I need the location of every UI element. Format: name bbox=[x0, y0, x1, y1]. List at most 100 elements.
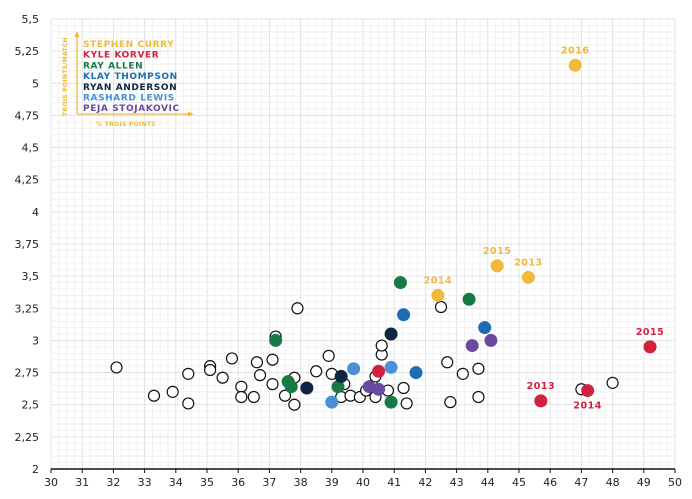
y-tick-label: 2 bbox=[32, 463, 39, 476]
hollow-point bbox=[250, 356, 264, 369]
series-point bbox=[397, 308, 411, 322]
hollow-point bbox=[278, 389, 292, 402]
hollow-point bbox=[247, 390, 260, 404]
legend-y-arrowhead bbox=[74, 31, 80, 37]
hollow-point bbox=[147, 389, 161, 402]
series-point bbox=[409, 366, 423, 380]
legend-x-axis-label: % TROIS POINTS bbox=[96, 121, 156, 128]
series-point bbox=[534, 394, 548, 408]
y-tick-label: 4,75 bbox=[15, 109, 40, 122]
series-point bbox=[331, 380, 345, 394]
series-point bbox=[581, 384, 595, 398]
series-point bbox=[643, 340, 657, 354]
hollow-point bbox=[225, 352, 239, 365]
y-tick-label: 4,25 bbox=[15, 174, 40, 187]
y-tick-label: 3,25 bbox=[15, 302, 40, 315]
x-tick-label: 47 bbox=[574, 476, 588, 489]
legend-entry: RYAN ANDERSON bbox=[83, 83, 177, 93]
y-tick-label: 5,5 bbox=[22, 13, 40, 26]
series-point bbox=[465, 339, 479, 353]
hollow-point bbox=[606, 376, 619, 389]
series-point bbox=[521, 270, 535, 284]
point-label: 2015 bbox=[483, 246, 511, 257]
hollow-point bbox=[310, 365, 323, 378]
legend-y-axis-label: TROIS POINTS/MATCH bbox=[62, 37, 69, 116]
x-axis-ticks: 30 31 32 33 34 35 36 37 38 39 40 41 42 43 44 45 46 47 48 49… bbox=[44, 469, 682, 489]
hollow-point bbox=[204, 363, 217, 377]
hollow-point bbox=[216, 371, 229, 384]
y-tick-label: 3 bbox=[32, 334, 39, 347]
legend-x-arrowhead bbox=[188, 111, 194, 117]
x-tick-label: 40 bbox=[356, 476, 370, 489]
hollow-point bbox=[291, 302, 304, 315]
series-point bbox=[462, 292, 476, 306]
series-point bbox=[384, 327, 398, 341]
x-tick-label: 44 bbox=[481, 476, 495, 489]
x-tick-label: 50 bbox=[668, 476, 682, 489]
x-tick-label: 37 bbox=[262, 476, 276, 489]
hollow-point bbox=[182, 397, 195, 410]
y-tick-label: 2,75 bbox=[15, 367, 40, 380]
hollow-point bbox=[472, 390, 485, 404]
series-point bbox=[347, 362, 361, 376]
hollow-point bbox=[444, 396, 457, 409]
series-point bbox=[431, 288, 445, 302]
point-label: 2014 bbox=[424, 275, 452, 286]
y-axis-ticks: 2 2,25 2,5 2,75 3 3,25 3,5 3,75 4 4,25 4,5 4,75 5 5,2… bbox=[15, 13, 40, 476]
x-tick-label: 42 bbox=[418, 476, 432, 489]
legend-entry: KLAY THOMPSON bbox=[83, 72, 178, 82]
y-tick-label: 3,5 bbox=[22, 270, 40, 283]
x-tick-label: 34 bbox=[169, 476, 183, 489]
hollow-point bbox=[322, 349, 335, 362]
x-tick-label: 35 bbox=[200, 476, 214, 489]
series-point bbox=[372, 382, 386, 396]
hollow-point bbox=[288, 398, 301, 411]
point-label: 2013 bbox=[527, 381, 555, 392]
hollow-point bbox=[397, 381, 410, 395]
x-tick-label: 41 bbox=[387, 476, 401, 489]
x-tick-label: 30 bbox=[44, 476, 58, 489]
legend: TROIS POINTS/MATCH % TROIS POINTS STEPHE… bbox=[62, 31, 194, 128]
series-point bbox=[284, 380, 298, 394]
x-tick-label: 36 bbox=[231, 476, 245, 489]
hollow-point bbox=[375, 339, 388, 352]
hollow-point bbox=[110, 361, 123, 374]
y-tick-label: 4 bbox=[32, 206, 39, 219]
x-tick-label: 33 bbox=[138, 476, 152, 489]
y-tick-label: 2,25 bbox=[15, 431, 40, 444]
x-tick-label: 32 bbox=[106, 476, 120, 489]
hollow-point bbox=[472, 362, 485, 375]
y-tick-label: 5 bbox=[32, 77, 39, 90]
x-tick-label: 31 bbox=[75, 476, 89, 489]
legend-entry: STEPHEN CURRY bbox=[83, 40, 174, 50]
x-tick-label: 39 bbox=[325, 476, 339, 489]
series-point bbox=[372, 364, 386, 378]
legend-entry: RASHARD LEWIS bbox=[83, 94, 175, 104]
series-point bbox=[300, 381, 314, 395]
point-label: 2013 bbox=[514, 257, 542, 268]
x-tick-label: 46 bbox=[543, 476, 557, 489]
y-tick-label: 3,75 bbox=[15, 238, 40, 251]
series-point bbox=[269, 333, 283, 347]
x-tick-label: 45 bbox=[512, 476, 526, 489]
data-points bbox=[110, 58, 657, 411]
hollow-point bbox=[456, 367, 469, 380]
hollow-point bbox=[235, 390, 248, 404]
series-point bbox=[478, 321, 492, 335]
hollow-point bbox=[266, 353, 279, 366]
series-point bbox=[490, 259, 504, 273]
x-tick-label: 49 bbox=[637, 476, 651, 489]
series-point bbox=[384, 395, 398, 409]
series-point bbox=[384, 360, 398, 374]
hollow-point bbox=[434, 300, 448, 314]
series-point bbox=[568, 58, 582, 72]
hollow-point bbox=[253, 369, 267, 382]
point-label: 2015 bbox=[636, 327, 664, 338]
x-tick-label: 38 bbox=[294, 476, 308, 489]
hollow-point bbox=[441, 356, 454, 369]
y-tick-label: 2,5 bbox=[22, 399, 40, 412]
x-tick-label: 43 bbox=[450, 476, 464, 489]
series-point bbox=[334, 369, 348, 383]
